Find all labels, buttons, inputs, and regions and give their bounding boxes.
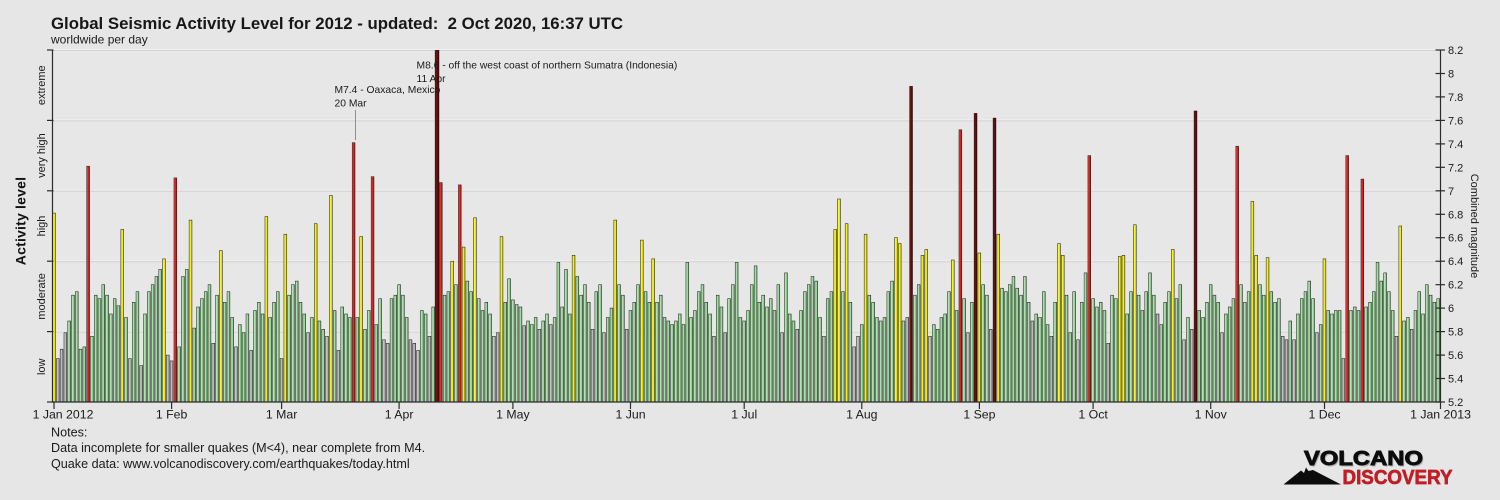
- svg-text:Global Seismic Activity Level: Global Seismic Activity Level for 2012 -…: [51, 14, 623, 33]
- svg-text:DISCOVERY: DISCOVERY: [1343, 467, 1454, 489]
- svg-text:1 May: 1 May: [496, 408, 530, 422]
- svg-text:6.8: 6.8: [1448, 209, 1463, 221]
- svg-text:Notes:: Notes:: [51, 426, 87, 440]
- svg-text:1 Feb: 1 Feb: [156, 408, 188, 422]
- svg-text:8.2: 8.2: [1448, 45, 1463, 57]
- svg-text:1 Sep: 1 Sep: [963, 408, 995, 422]
- svg-text:1 Dec: 1 Dec: [1308, 408, 1340, 422]
- svg-text:VOLCANO: VOLCANO: [1305, 449, 1424, 472]
- svg-text:M8.6 - off the west coast of n: M8.6 - off the west coast of northern Su…: [417, 61, 678, 72]
- svg-text:7.2: 7.2: [1448, 162, 1463, 174]
- svg-text:1 Nov: 1 Nov: [1195, 408, 1228, 422]
- svg-text:7.8: 7.8: [1448, 92, 1463, 104]
- svg-text:7.4: 7.4: [1448, 139, 1463, 151]
- svg-text:low: low: [36, 358, 48, 375]
- svg-text:8: 8: [1448, 69, 1454, 81]
- svg-text:7: 7: [1448, 186, 1454, 198]
- svg-text:Combined magnitude: Combined magnitude: [1468, 174, 1480, 279]
- svg-text:VOLCANO: VOLCANO: [1304, 447, 1423, 470]
- svg-text:1 Jul: 1 Jul: [731, 408, 757, 422]
- svg-text:6.4: 6.4: [1448, 256, 1463, 268]
- svg-text:6.6: 6.6: [1448, 233, 1463, 245]
- svg-text:5.6: 5.6: [1448, 350, 1463, 362]
- svg-text:Quake data: www.volcanodiscove: Quake data: www.volcanodiscovery.com/ear…: [51, 457, 410, 471]
- svg-text:7.6: 7.6: [1448, 115, 1463, 127]
- svg-text:moderate: moderate: [36, 273, 48, 319]
- svg-text:1 Jun: 1 Jun: [615, 408, 645, 422]
- svg-text:6: 6: [1448, 303, 1454, 315]
- svg-text:extreme: extreme: [36, 65, 48, 105]
- svg-text:1 Aug: 1 Aug: [846, 408, 878, 422]
- svg-text:high: high: [36, 216, 48, 237]
- svg-text:1 Mar: 1 Mar: [266, 408, 297, 422]
- svg-text:M7.4 - Oaxaca, Mexico: M7.4 - Oaxaca, Mexico: [335, 85, 441, 96]
- svg-text:1 Oct: 1 Oct: [1078, 408, 1108, 422]
- svg-text:5.8: 5.8: [1448, 327, 1463, 339]
- svg-text:1 Jan 2013: 1 Jan 2013: [1410, 408, 1471, 422]
- svg-text:very high: very high: [36, 133, 48, 178]
- svg-text:Data incomplete for smaller qu: Data incomplete for smaller quakes (M<4)…: [51, 441, 425, 455]
- svg-text:11 Apr: 11 Apr: [417, 74, 447, 85]
- svg-text:1 Apr: 1 Apr: [385, 408, 414, 422]
- svg-text:6.2: 6.2: [1448, 280, 1463, 292]
- svg-text:1 Jan 2012: 1 Jan 2012: [33, 408, 94, 422]
- svg-text:5.4: 5.4: [1448, 374, 1463, 386]
- svg-text:5.2: 5.2: [1448, 397, 1463, 409]
- svg-text:20 Mar: 20 Mar: [335, 99, 368, 110]
- svg-text:Activity level: Activity level: [13, 177, 29, 265]
- svg-text:worldwide per day: worldwide per day: [50, 33, 148, 47]
